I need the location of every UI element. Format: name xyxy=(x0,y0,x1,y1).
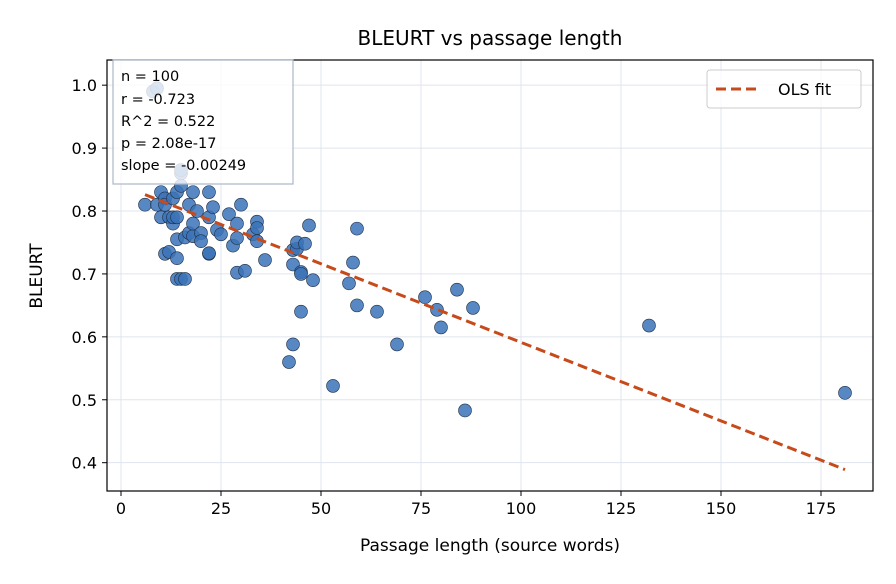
y-tick-label: 0.5 xyxy=(72,391,97,410)
scatter-point xyxy=(390,337,404,352)
legend: OLS fit xyxy=(706,69,862,109)
y-tick-label: 0.6 xyxy=(72,328,97,347)
scatter-point xyxy=(186,216,200,231)
stats-p: p = 2.08e-17 xyxy=(121,136,216,152)
scatter-point xyxy=(138,197,152,212)
x-tick-label: 100 xyxy=(506,499,537,518)
y-tick-label: 0.7 xyxy=(72,265,97,284)
legend-label-ols-fit: OLS fit xyxy=(778,80,831,99)
chart-title: BLEURT vs passage length xyxy=(358,26,623,50)
scatter-point xyxy=(434,320,448,335)
scatter-point xyxy=(326,379,340,393)
grid-lines xyxy=(107,60,873,491)
y-tick-label: 0.8 xyxy=(72,202,97,221)
x-axis-ticks: 0 25 50 75 100 125 150 175 xyxy=(116,491,836,518)
y-tick-label: 0.9 xyxy=(72,139,97,158)
scatter-point xyxy=(230,231,244,245)
scatter-point xyxy=(294,267,308,281)
scatter-point xyxy=(238,263,252,278)
x-tick-label: 175 xyxy=(806,499,837,518)
stats-r2: R^2 = 0.522 xyxy=(121,114,215,130)
x-tick-label: 125 xyxy=(606,499,637,518)
y-axis-ticks: 0.4 0.5 0.6 0.7 0.8 0.9 1.0 xyxy=(72,76,107,473)
x-tick-label: 50 xyxy=(311,499,331,518)
plot-frame xyxy=(106,59,874,492)
scatter-point xyxy=(298,236,312,251)
scatter-point xyxy=(302,218,316,233)
scatter-point xyxy=(642,318,656,333)
scatter-point xyxy=(838,386,852,400)
scatter-points xyxy=(138,81,852,418)
scatter-point xyxy=(170,210,184,225)
stats-box: n = 100 r = -0.723 R^2 = 0.522 p = 2.08e… xyxy=(112,59,294,185)
x-axis-label: Passage length (source words) xyxy=(360,536,620,556)
ols-fit-line xyxy=(144,193,846,472)
scatter-point xyxy=(202,246,216,260)
y-tick-label: 0.4 xyxy=(72,454,97,473)
stats-box-frame xyxy=(112,59,294,185)
scatter-point xyxy=(202,185,216,199)
scatter-point xyxy=(350,298,364,313)
scatter-point xyxy=(294,304,308,319)
scatter-point xyxy=(214,227,228,242)
scatter-point xyxy=(194,234,208,249)
x-tick-label: 75 xyxy=(411,499,431,518)
scatter-point xyxy=(170,251,184,265)
scatter-point xyxy=(186,185,200,199)
scatter-point xyxy=(286,337,300,352)
scatter-point xyxy=(282,355,296,369)
scatter-point xyxy=(258,253,272,267)
fit-line-group xyxy=(144,193,846,472)
scatter-point xyxy=(306,273,320,288)
scatter-point xyxy=(346,255,360,270)
stats-slope: slope = -0.00249 xyxy=(121,158,246,174)
scatter-point xyxy=(250,221,264,235)
scatter-point xyxy=(466,301,480,315)
x-tick-label: 0 xyxy=(116,499,126,518)
scatter-point xyxy=(342,276,356,291)
scatter-point xyxy=(458,403,472,418)
scatter-point xyxy=(350,221,364,236)
scatter-point xyxy=(234,197,248,212)
scatter-point xyxy=(370,304,384,319)
scatter-point xyxy=(206,200,220,215)
scatter-point xyxy=(178,272,192,286)
y-tick-label: 1.0 xyxy=(72,76,97,95)
scatter-point xyxy=(222,207,236,221)
scatter-point xyxy=(450,282,464,297)
x-tick-label: 150 xyxy=(706,499,737,518)
scatter-point xyxy=(418,290,432,305)
y-axis-label: BLEURT xyxy=(27,243,47,309)
stats-r: r = -0.723 xyxy=(121,92,195,108)
legend-frame xyxy=(706,69,862,109)
stats-n: n = 100 xyxy=(121,69,179,85)
x-tick-label: 25 xyxy=(211,499,231,518)
